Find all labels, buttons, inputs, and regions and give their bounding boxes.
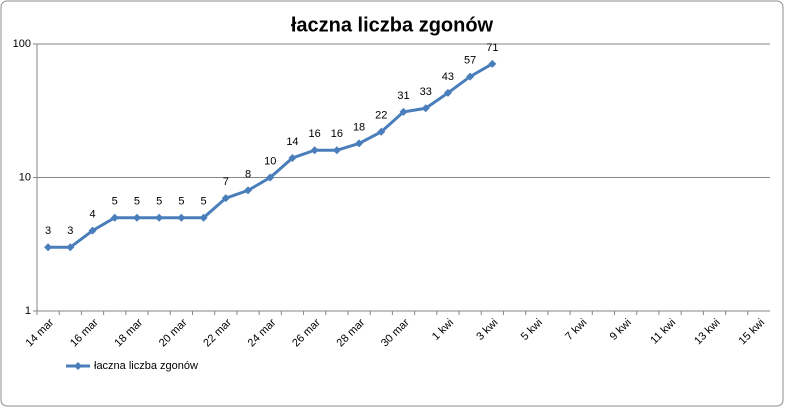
legend-label: łaczna liczba zgonów xyxy=(94,360,198,372)
point xyxy=(110,213,119,222)
data-label: 14 xyxy=(286,136,298,148)
point xyxy=(377,127,386,136)
point xyxy=(221,194,230,203)
point xyxy=(155,213,164,222)
point xyxy=(88,226,97,235)
data-label: 43 xyxy=(442,71,454,83)
data-label: 16 xyxy=(331,128,343,140)
point xyxy=(355,139,364,148)
data-label: 3 xyxy=(67,225,73,237)
point xyxy=(244,186,253,195)
point xyxy=(421,104,430,113)
data-label: 4 xyxy=(89,209,95,221)
y-tick-label: 1 xyxy=(25,305,31,317)
data-label: 5 xyxy=(178,196,184,208)
data-label: 33 xyxy=(420,86,432,98)
point xyxy=(66,243,75,252)
point xyxy=(332,146,341,155)
point xyxy=(177,213,186,222)
point xyxy=(266,173,275,182)
data-label: 5 xyxy=(134,196,140,208)
chart-title: łaczna liczba zgonów xyxy=(291,14,494,36)
data-label: 31 xyxy=(397,90,409,102)
data-label: 57 xyxy=(464,54,476,66)
data-label: 8 xyxy=(245,168,251,180)
data-label: 22 xyxy=(375,110,387,122)
point xyxy=(310,146,319,155)
data-label: 10 xyxy=(264,155,276,167)
data-label: 5 xyxy=(201,196,207,208)
y-tick-label: 100 xyxy=(13,38,31,50)
point xyxy=(443,88,452,97)
y-tick-label: 10 xyxy=(19,171,31,183)
data-label: 71 xyxy=(486,42,498,54)
data-label: 18 xyxy=(353,121,365,133)
point xyxy=(399,107,408,116)
point xyxy=(199,213,208,222)
point xyxy=(288,153,297,162)
data-label: 5 xyxy=(156,196,162,208)
data-label: 3 xyxy=(45,225,51,237)
point xyxy=(44,243,53,252)
data-label: 16 xyxy=(309,128,321,140)
data-label: 5 xyxy=(112,196,118,208)
point xyxy=(488,59,497,68)
legend-marker xyxy=(74,362,82,370)
point xyxy=(466,72,475,81)
data-label: 7 xyxy=(223,176,229,188)
point xyxy=(132,213,141,222)
